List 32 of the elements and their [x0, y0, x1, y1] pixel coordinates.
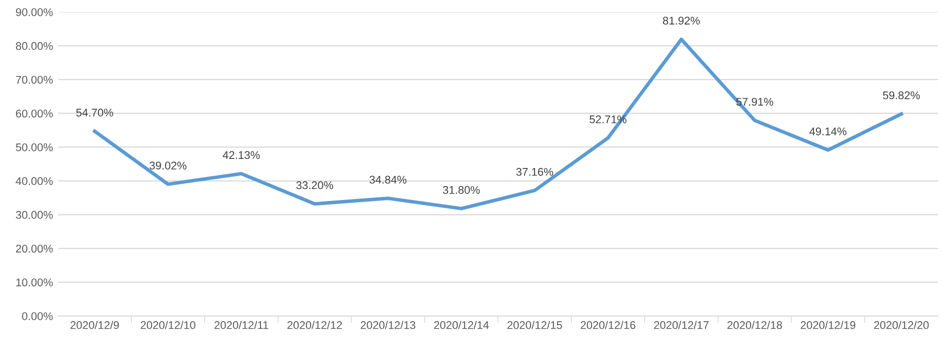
x-tick-label: 2020/12/12 [287, 320, 342, 330]
y-tick-label: 90.00% [16, 8, 53, 16]
data-label: 49.14% [809, 127, 846, 136]
data-label: 42.13% [222, 151, 260, 159]
x-tick-label: 2020/12/14 [434, 320, 489, 330]
data-label: 33.20% [296, 181, 334, 190]
x-tick-label: 2020/12/10 [140, 320, 196, 330]
y-tick-label: 70.00% [16, 76, 53, 84]
y-tick-label: 50.00% [16, 143, 53, 152]
y-tick-label: 0.00% [22, 312, 53, 320]
y-tick-label: 30.00% [16, 210, 53, 219]
x-tick-label: 2020/12/15 [507, 320, 562, 330]
y-tick-label: 60.00% [16, 110, 53, 118]
x-tick-label: 2020/12/19 [800, 320, 856, 330]
data-label: 59.82% [882, 91, 920, 100]
y-tick-label: 20.00% [16, 244, 53, 253]
y-tick-label: 80.00% [16, 42, 53, 50]
x-tick-label: 2020/12/17 [654, 320, 709, 330]
data-label: 31.80% [442, 186, 480, 194]
data-label: 81.92% [662, 16, 700, 25]
x-tick-label: 2020/12/13 [360, 320, 416, 330]
data-label: 39.02% [150, 162, 186, 170]
x-tick-label: 2020/12/11 [214, 320, 268, 330]
y-tick-label: 10.00% [16, 278, 53, 286]
x-tick-label: 2020/12/20 [874, 320, 929, 330]
data-label: 37.16% [516, 168, 554, 176]
x-tick-label: 2020/12/18 [727, 320, 782, 330]
data-label: 54.70% [76, 108, 114, 117]
data-label: 34.84% [370, 176, 406, 184]
y-tick-label: 40.00% [16, 177, 53, 186]
x-tick-label: 2020/12/16 [580, 320, 636, 330]
x-tick-label: 2020/12/9 [70, 320, 119, 330]
